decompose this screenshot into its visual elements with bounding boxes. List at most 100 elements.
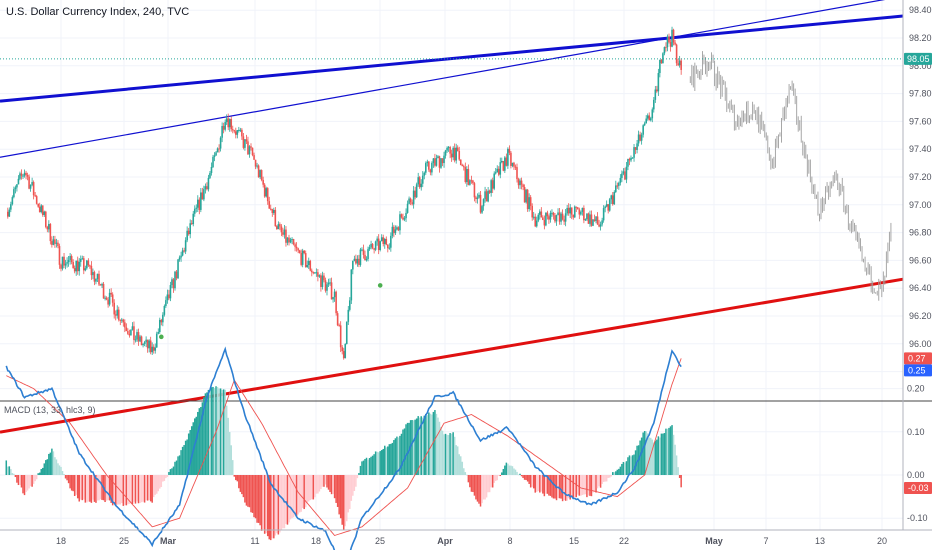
candle-body — [99, 284, 102, 286]
candle-body — [332, 297, 334, 300]
trendline[interactable] — [0, 0, 903, 158]
macd-histogram-bar — [563, 475, 565, 500]
macd-histogram-bar — [615, 471, 617, 475]
candle-body — [602, 208, 605, 221]
gridlines — [0, 0, 903, 530]
candle-body — [440, 158, 442, 168]
candle-body — [257, 165, 260, 178]
macd-histogram-bar — [460, 456, 462, 475]
candle-body — [639, 134, 641, 141]
macd-histogram-bar — [154, 475, 156, 495]
price-axis[interactable]: 98.40 98.20 98.00 97.80 97.60 97.40 97.20 97.00… — [909, 5, 932, 376]
candle-body — [434, 158, 436, 166]
candle-body — [239, 129, 242, 131]
candle-body — [390, 235, 392, 248]
candle-body — [90, 265, 93, 276]
candle-body — [105, 297, 108, 300]
macd-histogram-bar — [207, 389, 210, 475]
macd-histogram-bar — [137, 475, 140, 504]
candle-body — [426, 161, 429, 164]
macd-histogram-bar — [388, 444, 391, 475]
candle-body — [236, 130, 239, 135]
candle-body — [497, 168, 500, 175]
macd-histogram-bar — [478, 475, 480, 504]
candle-body — [276, 226, 278, 230]
macd-histogram-bar — [438, 421, 441, 475]
candle-body — [29, 184, 32, 189]
macd-histogram-bar — [159, 475, 161, 489]
candle-body — [149, 340, 152, 353]
candle-body — [304, 253, 307, 268]
macd-histogram-bar — [301, 475, 304, 508]
macd-histogram-bar — [370, 456, 372, 475]
macd-histogram-bar — [423, 415, 426, 475]
candle-body — [87, 260, 90, 266]
macd-histogram-bar — [48, 453, 50, 475]
macd-histogram-bar — [418, 417, 421, 475]
macd-axis[interactable]: 0.200.100.00-0.10-0.20 — [907, 384, 928, 550]
candle-body — [137, 332, 140, 342]
candle-body — [619, 177, 622, 183]
macd-histogram-bar — [355, 475, 357, 487]
candle-body — [584, 219, 587, 221]
macd-histogram-bar — [239, 475, 242, 492]
candle-body — [643, 123, 646, 126]
candle-body — [490, 180, 492, 193]
trendline[interactable] — [0, 14, 904, 103]
macd-histogram-bar — [476, 475, 479, 502]
candle-body — [151, 346, 153, 353]
macd-histogram-bar — [482, 475, 485, 500]
macd-histogram-bar — [162, 475, 164, 482]
candle-body — [526, 189, 529, 210]
candle-body — [435, 157, 438, 166]
time-tick-label: 25 — [119, 536, 129, 546]
candle-body — [200, 192, 202, 210]
candle-body — [206, 186, 208, 190]
candle-body — [605, 204, 608, 207]
trendline[interactable] — [0, 277, 904, 434]
macd-histogram-bar — [441, 430, 444, 475]
candle-body — [479, 194, 482, 213]
macd-histogram-bar — [627, 457, 629, 475]
macd-histogram-bar — [186, 439, 188, 475]
signal-marker — [159, 334, 164, 340]
price-tick-label: 96.80 — [909, 228, 932, 238]
macd-histogram-bar — [618, 468, 620, 475]
macd-histogram-bar — [203, 397, 205, 475]
macd-histogram-bar — [282, 475, 284, 529]
macd-histogram-bar — [314, 475, 316, 498]
macd-histogram-bar — [336, 475, 339, 507]
macd-histogram-bar — [630, 456, 632, 475]
macd-histogram-bar — [228, 432, 231, 475]
macd-histogram-bar — [118, 475, 120, 505]
candle-body — [672, 29, 675, 43]
macd-histogram-bar — [57, 463, 59, 475]
indicator-label: MACD (13, 33, hlc3, 9) — [4, 405, 96, 415]
trendlines[interactable] — [0, 0, 904, 434]
candle-body — [177, 259, 179, 279]
candle-body — [516, 167, 518, 180]
macd-histogram-bar — [393, 440, 395, 475]
candle-body — [274, 209, 277, 227]
macd-histogram-bar — [659, 437, 661, 475]
macd-histogram-bar — [554, 475, 556, 499]
macd-histogram-bar — [216, 387, 219, 475]
candle-body — [399, 214, 401, 231]
macd-histogram-bar — [332, 475, 334, 495]
candle-body — [473, 183, 476, 198]
macd-histogram-bar — [285, 475, 287, 524]
candle-body — [511, 162, 514, 166]
macd-histogram-bar — [458, 454, 460, 475]
candle-body — [81, 258, 84, 260]
candle-body — [25, 172, 27, 176]
macd-histogram-bar — [37, 473, 39, 475]
macd-histogram-bar — [540, 475, 543, 492]
candle-body — [645, 118, 647, 124]
candle-body — [566, 207, 568, 214]
candle-body — [502, 160, 505, 171]
candle-body — [184, 240, 187, 252]
macd-histogram-bar — [643, 431, 646, 475]
time-axis[interactable]: 18 25 Mar 11 18 25 Apr 8 15 22 May 7 13 20 — [56, 536, 887, 546]
macd-histogram-bar — [657, 436, 660, 475]
